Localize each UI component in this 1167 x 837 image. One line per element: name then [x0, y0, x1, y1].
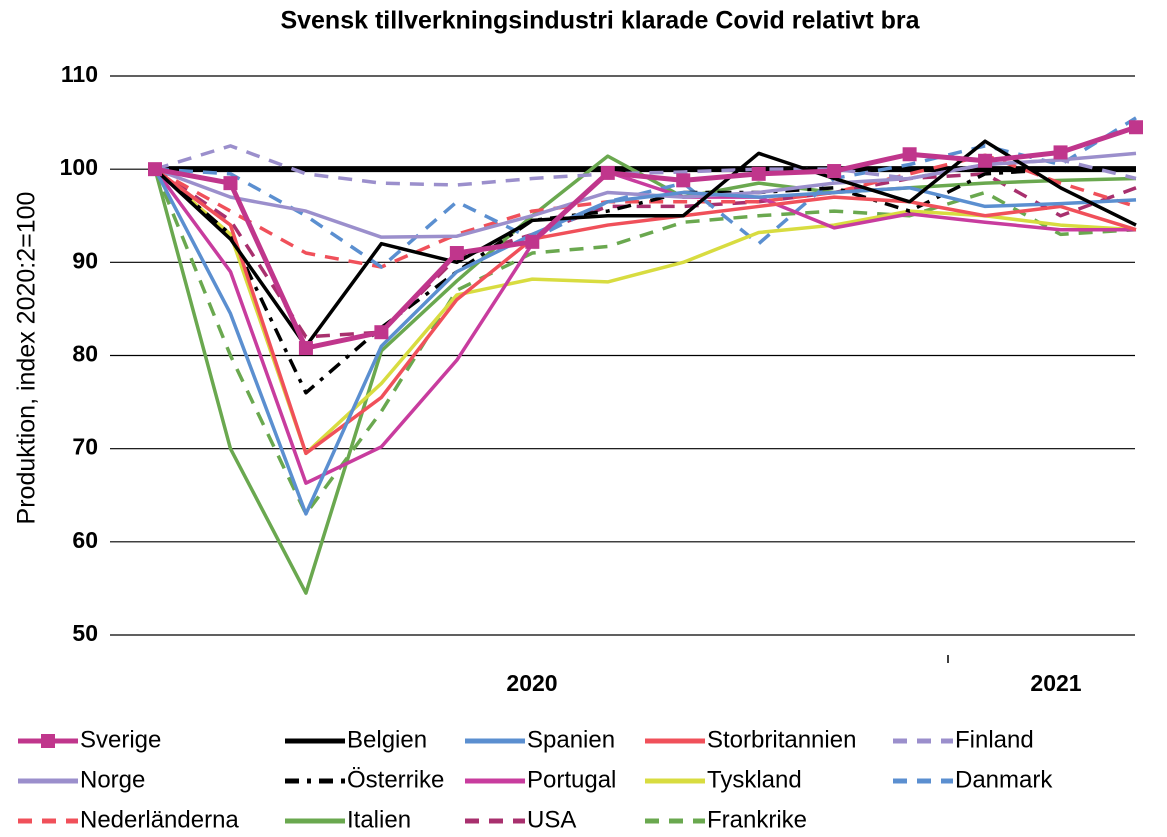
series-line: [154, 116, 1137, 269]
data-point: [1053, 145, 1068, 160]
series-line: [153, 168, 1137, 516]
x-group-label: 2021: [1030, 670, 1081, 696]
data-point: [525, 234, 540, 249]
legend-label: Portugal: [527, 766, 616, 793]
legend-label: Belgien: [347, 726, 427, 753]
y-tick-label: 90: [72, 247, 98, 273]
data-point: [148, 162, 162, 177]
data-point: [449, 246, 464, 261]
data-point: [902, 147, 917, 162]
series-line: [153, 139, 1137, 348]
legend-label: Italien: [347, 806, 411, 833]
data-point: [751, 166, 766, 181]
series-line: [153, 168, 1137, 516]
series-line: [153, 168, 1136, 485]
y-tick-label: 100: [60, 154, 98, 180]
legend-label: Sverige: [80, 726, 161, 753]
data-point: [223, 176, 238, 191]
legend-marker: [41, 734, 55, 748]
legend-label: Frankrike: [707, 806, 807, 833]
y-tick-label: 110: [61, 61, 98, 87]
legend-label: Danmark: [955, 766, 1053, 793]
series-line: [153, 167, 1136, 395]
legend-label: Österrike: [347, 766, 444, 793]
y-tick-label: 60: [72, 527, 98, 553]
legend-label: USA: [527, 806, 576, 833]
series-line: [154, 144, 1137, 187]
legend-label: Norge: [80, 766, 145, 793]
y-tick-label: 70: [72, 434, 98, 460]
data-point: [374, 325, 389, 340]
y-axis-label: Produktion, index 2020:2=100: [13, 192, 41, 525]
data-point: [978, 153, 993, 168]
data-point: [676, 173, 691, 188]
data-point: [298, 341, 313, 356]
data-point: [827, 164, 842, 179]
y-tick-label: 50: [72, 620, 98, 646]
legend-label: Storbritannien: [707, 726, 856, 753]
data-point: [1129, 120, 1143, 135]
legend-label: Nederländerna: [80, 806, 239, 833]
legend-label: Tyskland: [707, 766, 802, 793]
series-line: [153, 167, 1137, 456]
series-line: [154, 124, 1137, 351]
legend-label: Spanien: [527, 726, 615, 753]
x-group-label: 2020: [506, 670, 557, 696]
chart-title: Svensk tillverkningsindustri klarade Cov…: [280, 7, 920, 35]
legend-label: Finland: [955, 726, 1034, 753]
data-point: [600, 165, 615, 180]
series-line: [154, 167, 1137, 339]
y-tick-label: 80: [72, 341, 98, 367]
